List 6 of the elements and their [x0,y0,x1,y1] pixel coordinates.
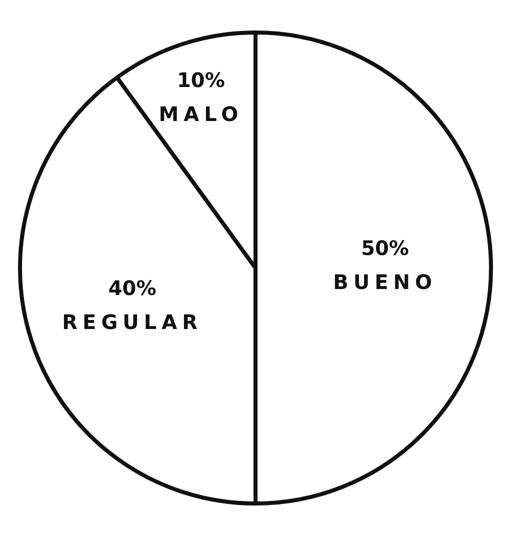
slice-label: BUENO [333,270,437,294]
data-label: 50% [361,236,409,260]
slice-label: MALO [158,102,244,126]
slice-label: REGULAR [62,310,202,334]
data-label: 40% [108,276,156,300]
data-label: 10% [176,68,225,92]
